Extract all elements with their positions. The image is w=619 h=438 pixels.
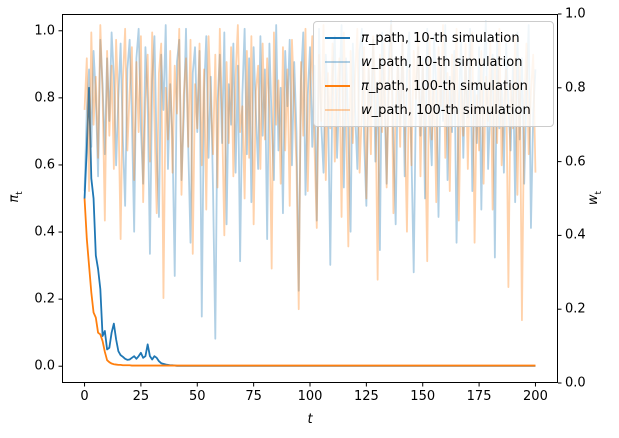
y-axis-label-right-sub: t [593, 190, 604, 195]
legend-row-w-100: w_path, 100-th simulation [323, 101, 545, 119]
legend-row-pi-10: π_path, 10-th simulation [323, 29, 545, 47]
legend-symbol: w [361, 54, 372, 70]
x-tick-label: 200 [523, 389, 548, 404]
x-tick-label: 100 [297, 389, 323, 404]
line-w_path_100 [83, 24, 537, 322]
legend-label-pi-10: π_path, 10-th simulation [361, 31, 520, 46]
legend-line-sample-pi-10 [325, 37, 350, 39]
line-pi_path_100 [83, 198, 536, 367]
legend: π_path, 10-th simulation w_path, 10-th s… [313, 21, 554, 127]
legend-symbol: π [361, 30, 369, 46]
legend-symbol: π [361, 78, 369, 94]
y-axis-label-left-symbol: π [7, 194, 23, 203]
y-tick-label-right: 1.0 [565, 6, 586, 22]
x-tick-label: 75 [245, 389, 262, 404]
y-tick-label-right: 0.6 [565, 154, 586, 170]
legend-line-sample-w-100 [325, 109, 350, 111]
legend-text: _path, 100-th simulation [371, 102, 531, 118]
x-tick-label: 0 [80, 389, 89, 404]
y-axis-label-right: wt [586, 191, 604, 205]
y-tick-label-left: 0.4 [34, 224, 55, 240]
y-tick-label-left: 0.8 [34, 90, 55, 106]
axes-frame [62, 14, 558, 383]
legend-text: _path, 10-th simulation [368, 30, 520, 46]
y-tick-label-left: 0.6 [34, 157, 55, 173]
y-tick-label-left: 0.2 [34, 291, 55, 307]
x-tick-label: 175 [466, 389, 492, 404]
legend-symbol: w [361, 102, 372, 118]
y-tick-label-left: 0.0 [34, 358, 55, 374]
legend-label-pi-100: π_path, 100-th simulation [361, 79, 528, 94]
y-tick-label-left: 1.0 [34, 23, 55, 39]
x-axis-label: t [307, 412, 312, 427]
x-tick-label: 25 [132, 389, 150, 404]
y-tick-label-right: 0.4 [565, 227, 586, 243]
x-tick-label: 125 [353, 389, 379, 404]
legend-text: _path, 100-th simulation [368, 78, 528, 94]
x-tick-label: 50 [188, 389, 206, 404]
y-axis-label-right-symbol: w [586, 194, 602, 206]
y-axis-label-left: πt [7, 191, 25, 202]
y-axis-label-left-sub: t [14, 191, 25, 195]
legend-line-sample-pi-100 [325, 85, 350, 87]
y-tick-label-right: 0.8 [565, 80, 586, 96]
x-axis-label-text: t [307, 412, 313, 427]
legend-label-w-10: w_path, 10-th simulation [361, 55, 522, 70]
x-tick-label: 150 [410, 389, 436, 404]
legend-row-pi-100: π_path, 100-th simulation [323, 77, 545, 95]
y-tick-label-right: 0.2 [565, 301, 586, 317]
legend-row-w-10: w_path, 10-th simulation [323, 53, 545, 71]
legend-text: _path, 10-th simulation [371, 54, 523, 70]
y-tick-label-right: 0.0 [565, 375, 586, 391]
legend-label-w-100: w_path, 100-th simulation [361, 103, 531, 118]
legend-line-sample-w-10 [325, 61, 350, 63]
